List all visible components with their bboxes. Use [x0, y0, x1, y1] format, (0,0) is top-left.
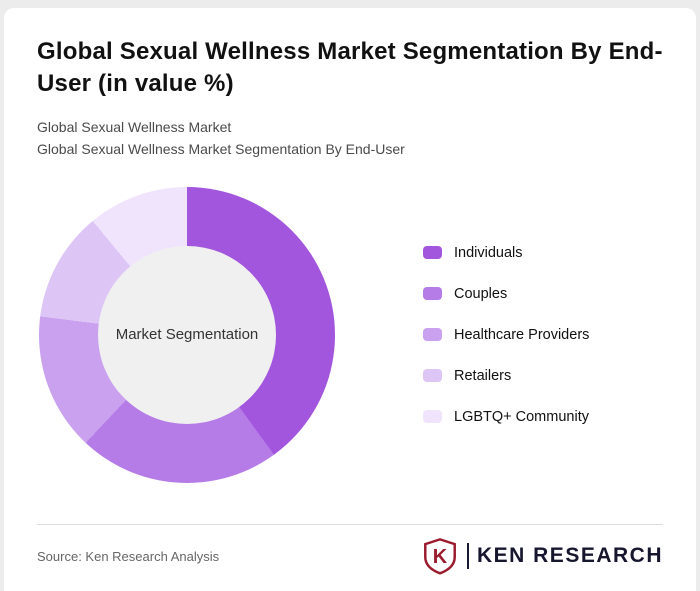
legend-swatch [423, 328, 442, 342]
subtitle-market: Global Sexual Wellness Market [37, 119, 232, 136]
chart-area: Market Segmentation Individuals Couples He… [39, 186, 696, 483]
legend-label: Retailers [454, 367, 512, 384]
legend-item: Healthcare Providers [423, 327, 589, 343]
header: Global Sexual Wellness Market Segmentati… [4, 8, 696, 161]
source-text: Source: Ken Research Analysis [37, 548, 220, 564]
legend-item: Individuals [423, 245, 589, 261]
legend-label: LGBTQ+ Community [454, 408, 589, 425]
legend-swatch [423, 287, 442, 301]
donut-center-label: Market Segmentation [115, 326, 259, 344]
legend-label: Healthcare Providers [454, 326, 590, 343]
legend-swatch [423, 410, 442, 424]
logo-text: KEN RESEARCH [476, 544, 663, 567]
legend-swatch [423, 246, 442, 260]
subtitle-segmentation: Global Sexual Wellness Market Segmentati… [37, 141, 405, 158]
legend-item: Retailers [423, 368, 589, 384]
logo-letter: K [433, 546, 448, 568]
donut-hole: Market Segmentation [98, 245, 276, 424]
logo-separator [466, 543, 469, 569]
subtitles: Global Sexual Wellness Market Global Sex… [37, 117, 663, 160]
shield-k-icon: K [424, 538, 456, 575]
legend-label: Couples [454, 285, 508, 302]
legend-label: Individuals [454, 244, 523, 261]
legend-swatch [423, 369, 442, 383]
footer: Source: Ken Research Analysis K KEN RESE… [37, 524, 663, 575]
legend: Individuals Couples Healthcare Providers Re… [423, 245, 589, 425]
legend-item: Couples [423, 286, 589, 302]
legend-item: LGBTQ+ Community [423, 409, 589, 425]
ken-research-logo: K KEN RESEARCH [421, 537, 663, 575]
donut-wrap: Market Segmentation [39, 186, 335, 483]
report-card: Global Sexual Wellness Market Segmentati… [4, 8, 696, 591]
page-title: Global Sexual Wellness Market Segmentati… [37, 38, 663, 97]
